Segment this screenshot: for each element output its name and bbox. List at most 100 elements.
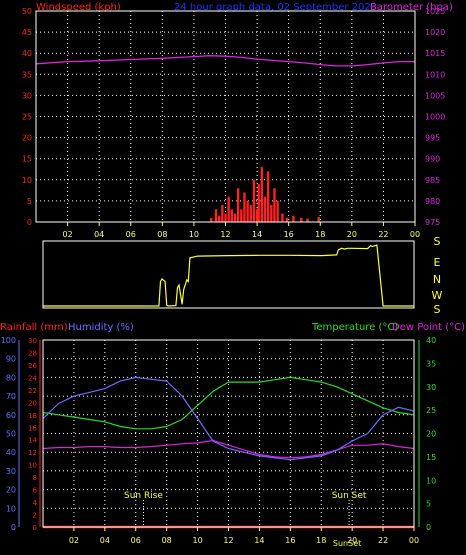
wind-tick-label: 40 bbox=[22, 49, 32, 58]
baro-tick-label: 995 bbox=[425, 134, 440, 143]
rain-tick-label: 26 bbox=[28, 362, 37, 370]
wind-bars bbox=[210, 167, 320, 222]
rain-tick-label: 0 bbox=[33, 524, 37, 532]
humidity-tick-label: 50 bbox=[6, 430, 16, 439]
wind-bar bbox=[317, 216, 320, 222]
humidity-tick-label: 80 bbox=[6, 373, 16, 382]
direction-line bbox=[43, 244, 414, 307]
bottom-x-tick-label: 18 bbox=[316, 536, 326, 545]
wind-tick-label: 50 bbox=[22, 7, 32, 16]
top-x-tick-label: 02 bbox=[62, 230, 72, 239]
temp-tick-label: 20 bbox=[426, 430, 436, 439]
rain-tick-label: 4 bbox=[33, 499, 38, 507]
rain-tick-label: 30 bbox=[28, 337, 37, 345]
rain-tick-label: 14 bbox=[28, 437, 37, 445]
direction-letter: W bbox=[432, 289, 443, 302]
top-x-tick-label: 16 bbox=[284, 230, 294, 239]
rain-tick-label: 28 bbox=[28, 349, 37, 357]
chart-title: 24 hour graph data, 02 September 2023 bbox=[174, 2, 377, 13]
rain-tick-label: 20 bbox=[28, 399, 37, 407]
bottom-x-tick-label: 08 bbox=[162, 536, 172, 545]
baro-tick-label: 1005 bbox=[425, 91, 445, 100]
wind-bar bbox=[236, 188, 240, 222]
temp-tick-label: 25 bbox=[426, 406, 436, 415]
wind-bar bbox=[243, 192, 246, 222]
baro-tick-label: 1025 bbox=[425, 7, 445, 16]
top-x-tick-label: 04 bbox=[94, 230, 104, 239]
direction-letter: N bbox=[433, 273, 441, 286]
top-x-tick-label: 06 bbox=[126, 230, 136, 239]
wind-axis-label: Windspeed (kph) bbox=[36, 2, 121, 13]
bottom-x-tick-label: 20 bbox=[347, 536, 357, 545]
baro-tick-label: 1020 bbox=[425, 28, 445, 37]
wind-bar bbox=[210, 217, 213, 222]
rain-tick-label: 12 bbox=[28, 449, 37, 457]
wind-tick-label: 0 bbox=[27, 218, 32, 227]
wind-tick-label: 30 bbox=[22, 91, 32, 100]
wind-bar bbox=[306, 218, 309, 222]
sunrise-label: Sun Rise bbox=[124, 491, 163, 501]
sunset-label: Sun Set bbox=[332, 491, 367, 501]
humidity-axis-ticks: 0 10 20 30 40 50 60 70 80 90 100 bbox=[1, 336, 20, 532]
top-panel: Windspeed (kph) 24 hour graph data, 02 S… bbox=[22, 2, 453, 239]
top-x-tick-label: 12 bbox=[220, 230, 230, 239]
top-x-tick-label: 22 bbox=[378, 230, 388, 239]
top-x-tick-label: 14 bbox=[252, 230, 262, 239]
rain-tick-label: 24 bbox=[28, 374, 37, 382]
wind-bar bbox=[246, 200, 249, 222]
wind-bar bbox=[240, 209, 243, 222]
rain-axis-label: Rainfall (mm) bbox=[0, 322, 68, 333]
humidity-tick-label: 20 bbox=[6, 486, 16, 495]
temp-tick-label: 30 bbox=[426, 383, 436, 392]
wind-bar bbox=[281, 213, 284, 222]
baro-tick-label: 975 bbox=[425, 218, 440, 227]
wind-bar bbox=[227, 196, 230, 222]
top-x-tick-label: 20 bbox=[347, 230, 357, 239]
bottom-panel: Rainfall (mm) Humidity (%) Temperature (… bbox=[0, 322, 465, 548]
wind-tick-label: 20 bbox=[22, 134, 32, 143]
wind-tick-label: 5 bbox=[27, 197, 32, 206]
rain-tick-label: 10 bbox=[28, 462, 37, 470]
temp-axis-ticks: 0 5 10 15 20 25 30 35 40 bbox=[418, 336, 436, 532]
humidity-tick-label: 100 bbox=[1, 336, 16, 345]
rain-tick-label: 8 bbox=[33, 474, 37, 482]
wind-axis-ticks: 0 5 10 15 20 25 30 35 40 45 50 bbox=[22, 7, 32, 227]
top-x-tick-label: 10 bbox=[189, 230, 199, 239]
bottom-x-tick-label: 10 bbox=[192, 536, 202, 545]
humidity-line bbox=[42, 376, 415, 461]
rain-tick-label: 6 bbox=[33, 487, 38, 495]
bottom-x-tick-label: 16 bbox=[285, 536, 295, 545]
temp-tick-label: 5 bbox=[426, 500, 431, 509]
bottom-x-tick-label: 12 bbox=[223, 536, 233, 545]
wind-bar bbox=[255, 209, 259, 222]
wind-bar bbox=[273, 188, 276, 222]
baro-axis-ticks: 975 980 985 990 995 1000 1005 1010 1015 1020 1025 bbox=[425, 7, 445, 227]
wind-bar bbox=[270, 205, 273, 222]
baro-line bbox=[35, 55, 415, 67]
direction-letter: E bbox=[434, 256, 441, 269]
humidity-axis-label: Humidity (%) bbox=[68, 322, 134, 333]
humidity-tick-label: 0 bbox=[11, 523, 16, 532]
direction-frame bbox=[42, 240, 415, 309]
humidity-tick-label: 90 bbox=[6, 355, 16, 364]
wind-bar bbox=[257, 184, 260, 222]
humidity-tick-label: 60 bbox=[6, 411, 16, 420]
dewpoint-line bbox=[42, 439, 415, 459]
bottom-x-tick-label: 14 bbox=[254, 536, 264, 545]
wind-bar bbox=[214, 209, 218, 222]
rain-tick-label: 18 bbox=[28, 412, 37, 420]
wind-bar bbox=[266, 171, 270, 222]
temp-tick-label: 35 bbox=[426, 359, 436, 368]
humidity-tick-label: 40 bbox=[6, 448, 16, 457]
baro-tick-label: 985 bbox=[425, 176, 440, 185]
dew-axis-label: Dew Point (°C) bbox=[392, 322, 465, 333]
top-x-ticks: 02 04 06 08 10 12 14 16 18 20 22 00 bbox=[62, 222, 420, 239]
humidity-tick-label: 70 bbox=[6, 392, 16, 401]
wind-tick-label: 10 bbox=[22, 176, 32, 185]
wind-bar bbox=[252, 179, 256, 222]
wind-bar bbox=[224, 213, 227, 222]
